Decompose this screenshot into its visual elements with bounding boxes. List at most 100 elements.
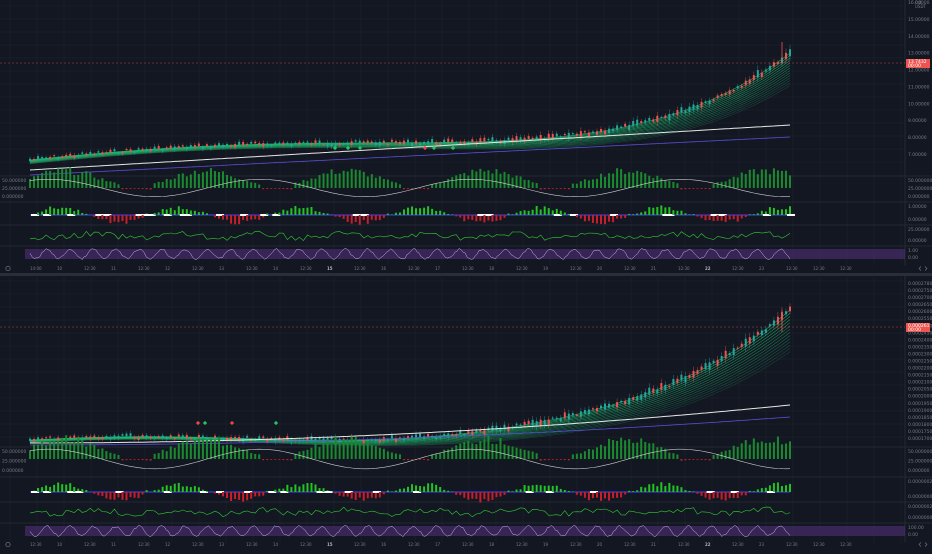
volume-bar — [544, 459, 546, 460]
volume-bar — [528, 180, 530, 188]
bottom-chart-canvas[interactable]: 0.000278000.000275000.000270000.00026500… — [0, 275, 932, 550]
volume-bar — [644, 442, 646, 459]
volume-bar — [552, 188, 554, 189]
volume-bar — [339, 442, 341, 459]
volume-bar — [117, 184, 119, 188]
volume-bar — [765, 169, 767, 188]
volume-bar — [455, 445, 457, 459]
volume-bar — [443, 181, 445, 188]
candle — [692, 371, 694, 378]
histogram-bar — [351, 492, 353, 499]
histogram-bar — [41, 487, 43, 492]
histogram-bar — [170, 486, 172, 492]
candle — [85, 153, 87, 155]
volume-bar — [331, 169, 333, 188]
volume-bar — [234, 178, 236, 188]
volume-bar — [503, 172, 505, 188]
volume-bar — [576, 454, 578, 459]
volume-bar — [520, 176, 522, 188]
candle — [624, 124, 626, 127]
time-axis-label: 12:30 — [840, 542, 852, 547]
volume-bar — [745, 440, 747, 459]
histogram-bar — [524, 210, 526, 215]
volume-bar — [584, 179, 586, 188]
histogram-bar — [234, 492, 236, 499]
volume-bar — [588, 180, 590, 188]
volume-bar — [628, 172, 630, 188]
volume-bar — [395, 454, 397, 459]
histogram-bar — [319, 212, 321, 215]
candle — [491, 426, 493, 431]
histogram-bar — [170, 208, 172, 215]
histogram-bar — [503, 215, 505, 218]
histogram-bar — [628, 491, 630, 492]
histogram-bar — [41, 212, 43, 215]
histogram-bar — [604, 492, 606, 498]
histogram-bar — [556, 486, 558, 492]
volume-bar — [520, 449, 522, 459]
candle — [258, 143, 260, 145]
histogram-bar — [516, 213, 518, 215]
volume-bar — [49, 441, 51, 459]
candle — [652, 389, 654, 393]
chevron-right-icon[interactable] — [925, 267, 927, 271]
candle — [576, 415, 578, 416]
chevron-left-icon[interactable] — [919, 267, 921, 271]
histogram-bar — [491, 215, 493, 222]
candle — [45, 157, 47, 158]
histogram-bar — [552, 210, 554, 215]
volume-bar — [668, 453, 670, 459]
histogram-bar — [158, 490, 160, 492]
volume-bar — [580, 181, 582, 188]
histogram-bar — [467, 215, 469, 219]
candle — [532, 420, 534, 426]
candle — [701, 367, 703, 371]
volume-pane — [29, 167, 791, 196]
histogram-bar — [250, 492, 252, 499]
time-axis-label: 15 — [327, 266, 333, 271]
volume-bar — [684, 188, 686, 189]
histogram-bar — [512, 214, 514, 215]
histogram-bar — [399, 212, 401, 215]
last-price-countdown: 00:00 — [908, 63, 921, 69]
price-axis-label: 11.00000 — [908, 84, 930, 90]
volume-bar — [395, 183, 397, 188]
candle — [97, 437, 99, 439]
histogram-bar — [668, 483, 670, 492]
top-chart-canvas[interactable]: 0.0USDT16.0000015.0000014.0000013.000001… — [0, 0, 932, 275]
volume-bar — [210, 168, 212, 188]
candle — [705, 363, 707, 369]
candle — [109, 437, 111, 439]
volume-bar — [596, 447, 598, 459]
volume-bar — [323, 173, 325, 188]
histogram-bar — [49, 487, 51, 492]
histogram-bar — [335, 215, 337, 217]
bottom-chart[interactable]: 0.000278000.000275000.000270000.00026500… — [0, 275, 932, 550]
chevron-left-icon[interactable] — [919, 543, 921, 547]
histogram-bar — [290, 208, 292, 215]
histogram-bar — [672, 210, 674, 215]
volume-bar — [592, 179, 594, 188]
volume-bar — [81, 440, 83, 459]
gear-icon[interactable] — [6, 542, 10, 546]
histogram-bar — [741, 492, 743, 495]
volume-bar — [463, 173, 465, 188]
candle — [612, 129, 614, 132]
volume-bar — [246, 181, 248, 188]
candle — [126, 149, 128, 150]
chevron-right-icon[interactable] — [925, 543, 927, 547]
time-axis-label: 16 — [381, 542, 387, 547]
candle — [419, 434, 421, 437]
candle — [588, 409, 590, 414]
histogram-bar — [242, 492, 244, 502]
gear-icon[interactable] — [6, 266, 10, 270]
volume-bar — [600, 174, 602, 188]
last-price-countdown: 00:00 — [908, 327, 921, 333]
time-axis-label: 12:30 — [300, 266, 312, 271]
volume-bar — [343, 171, 345, 188]
volume-bar — [33, 176, 35, 188]
candle — [194, 438, 196, 439]
